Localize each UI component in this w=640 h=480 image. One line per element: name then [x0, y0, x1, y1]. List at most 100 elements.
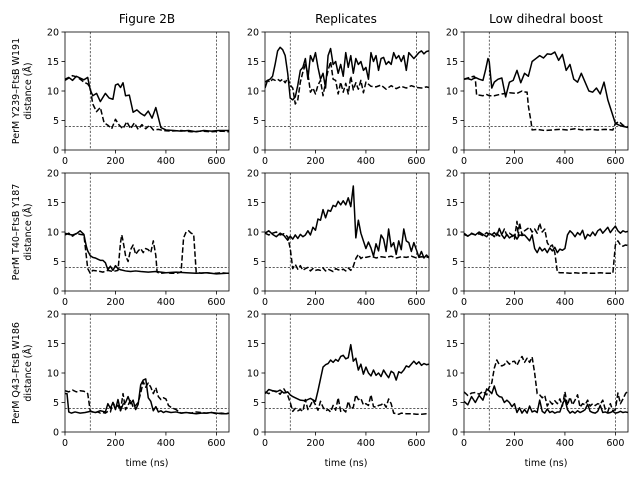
y-tick-label: 20 [247, 309, 259, 320]
x-tick-label: 0 [62, 156, 68, 167]
y-tick-label: 10 [446, 227, 458, 238]
x-tick-label: 200 [106, 156, 124, 167]
y-tick-label: 5 [253, 398, 259, 409]
y-tick-label: 15 [47, 198, 59, 209]
x-tick-label: 600 [407, 297, 425, 308]
y-tick-label: 0 [452, 286, 458, 297]
y-tick-label: 10 [247, 368, 259, 379]
y-tick-label: 20 [446, 27, 458, 38]
y-tick-label: 20 [47, 27, 59, 38]
y-tick-label: 20 [247, 168, 259, 179]
y-tick-label: 10 [446, 368, 458, 379]
x-tick-label: 600 [207, 438, 225, 449]
x-tick-label: 0 [62, 438, 68, 449]
series-line-dashed [464, 220, 628, 275]
x-tick-label: 200 [106, 438, 124, 449]
plot-area [265, 32, 429, 150]
plot-area [265, 173, 429, 291]
x-tick-label: 400 [556, 297, 574, 308]
axes-frame [463, 313, 629, 433]
axes-frame [64, 313, 230, 433]
column-title-3: Low dihedral boost [489, 12, 603, 26]
x-tick-label: 0 [262, 438, 268, 449]
axes-frame [264, 313, 430, 433]
series-line-solid [464, 51, 628, 129]
series-line-dashed [65, 74, 229, 133]
y-tick-label: 20 [47, 309, 59, 320]
y-tick-label: 5 [53, 116, 59, 127]
y-tick-label: 5 [53, 398, 59, 409]
x-tick-label: 600 [407, 438, 425, 449]
y-tick-label: 5 [253, 116, 259, 127]
x-tick-label: 200 [505, 156, 523, 167]
y-tick-label: 15 [47, 339, 59, 350]
y-tick-label: 5 [452, 398, 458, 409]
series-line-solid [464, 225, 628, 254]
y-tick-label: 10 [47, 86, 59, 97]
x-tick-label: 600 [606, 438, 624, 449]
x-tick-label: 600 [407, 156, 425, 167]
y-tick-label: 15 [446, 57, 458, 68]
y-tick-label: 15 [247, 339, 259, 350]
x-tick-label: 0 [262, 156, 268, 167]
y-tick-label: 0 [253, 145, 259, 156]
y-tick-label: 10 [247, 86, 259, 97]
y-tick-label: 5 [53, 257, 59, 268]
x-tick-label: 600 [606, 156, 624, 167]
x-tick-label: 400 [556, 438, 574, 449]
y-tick-label: 15 [247, 198, 259, 209]
x-tick-label: 400 [357, 438, 375, 449]
y-tick-label: 10 [446, 86, 458, 97]
y-tick-label: 10 [47, 368, 59, 379]
y-tick-label: 15 [47, 57, 59, 68]
y-tick-label: 20 [446, 309, 458, 320]
x-tick-label: 0 [461, 297, 467, 308]
x-tick-label: 0 [461, 156, 467, 167]
row-ylabel-3-line1: PerM Q43–FtsB W186 [11, 322, 22, 424]
x-tick-label: 200 [306, 156, 324, 167]
series-line-dashed [265, 60, 429, 105]
x-tick-label: 400 [157, 297, 175, 308]
y-tick-label: 20 [446, 168, 458, 179]
plot-area [265, 314, 429, 432]
y-tick-label: 20 [247, 27, 259, 38]
x-tick-label: 0 [461, 438, 467, 449]
series-line-dashed [65, 381, 229, 415]
y-tick-label: 20 [47, 168, 59, 179]
y-tick-label: 0 [53, 145, 59, 156]
plot-area [65, 314, 229, 432]
series-line-dashed [464, 75, 628, 132]
row-ylabel-1-line2: distance (Å) [22, 62, 34, 119]
axes-frame [64, 31, 230, 151]
series-line-solid [265, 46, 429, 101]
y-tick-label: 15 [446, 198, 458, 209]
x-tick-label: 200 [106, 297, 124, 308]
y-tick-label: 15 [247, 57, 259, 68]
series-line-dashed [464, 355, 628, 413]
x-tick-label: 400 [157, 156, 175, 167]
x-tick-label: 600 [606, 297, 624, 308]
x-tick-label: 600 [207, 297, 225, 308]
plot-area [464, 32, 628, 150]
y-tick-label: 5 [452, 257, 458, 268]
plot-area [464, 314, 628, 432]
x-tick-label: 0 [62, 297, 68, 308]
column-title-1: Figure 2B [119, 12, 175, 26]
y-tick-label: 0 [253, 427, 259, 438]
series-line-solid [65, 75, 229, 133]
series-line-solid [464, 385, 628, 414]
x-tick-label: 200 [306, 297, 324, 308]
y-tick-label: 10 [47, 227, 59, 238]
x-tick-label: 400 [357, 156, 375, 167]
y-tick-label: 0 [452, 145, 458, 156]
y-tick-label: 0 [53, 427, 59, 438]
